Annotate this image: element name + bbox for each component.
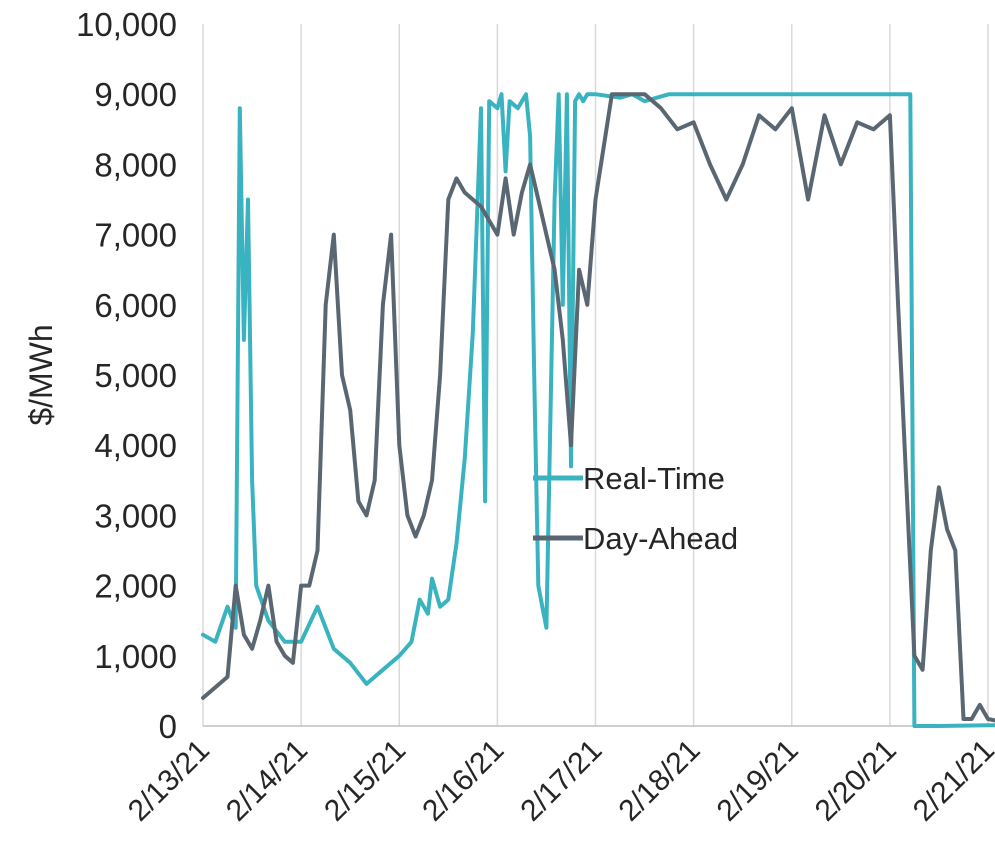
x-tick-label: 2/17/21 [514, 734, 608, 828]
x-tick-label: 2/16/21 [416, 734, 510, 828]
y-tick-label: 7,000 [94, 217, 177, 254]
legend-label: Day-Ahead [583, 521, 738, 556]
x-tick-label: 2/13/21 [122, 734, 216, 828]
y-tick-label: 10,000 [76, 6, 177, 43]
y-tick-label: 0 [159, 708, 177, 745]
x-tick-label: 2/18/21 [612, 734, 706, 828]
series-line-real-time [201, 92, 995, 728]
x-tick-label: 2/21/21 [907, 734, 995, 828]
y-tick-label: 3,000 [94, 497, 177, 534]
x-tick-label: 2/15/21 [318, 734, 412, 828]
y-axis-title: $/MWh [23, 324, 59, 425]
series-layer [201, 92, 995, 728]
y-tick-label: 6,000 [94, 287, 177, 324]
y-tick-label: 5,000 [94, 357, 177, 394]
y-tick-label: 9,000 [94, 76, 177, 113]
y-tick-label: 1,000 [94, 638, 177, 675]
grid-layer [202, 24, 989, 726]
x-tick-label: 2/14/21 [220, 734, 314, 828]
y-tick-label: 4,000 [94, 427, 177, 464]
series-line-day-ahead [201, 92, 995, 723]
y-tick-label: 8,000 [94, 146, 177, 183]
y-tick-label: 2,000 [94, 568, 177, 605]
legend: Real-Time Day-Ahead [533, 461, 738, 556]
x-tick-label: 2/19/21 [711, 734, 805, 828]
legend-label: Real-Time [583, 461, 725, 496]
x-tick-label: 2/20/21 [809, 734, 903, 828]
